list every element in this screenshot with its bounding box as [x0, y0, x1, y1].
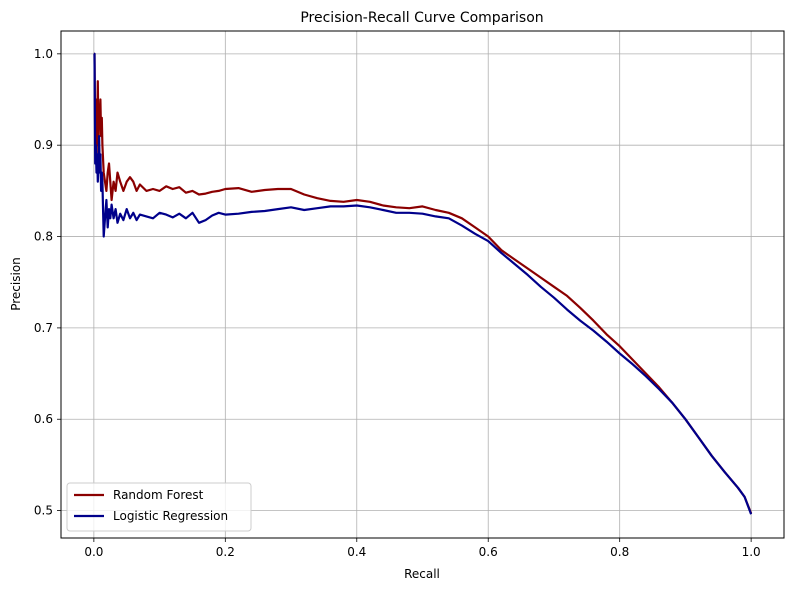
legend-box: [66, 482, 252, 532]
x-tick-label: 0.0: [84, 545, 103, 559]
x-tick-label: 1.0: [742, 545, 761, 559]
series-line-random-forest: [93, 52, 753, 514]
y-tick-label: 0.5: [34, 504, 53, 518]
chart-title: Precision-Recall Curve Comparison: [300, 10, 543, 26]
y-tick-label: 0.7: [34, 321, 53, 335]
y-tick-label: 0.9: [34, 138, 53, 152]
y-tick-label: 1.0: [34, 47, 53, 61]
legend-label-logistic-regression: Logistic Regression: [113, 509, 228, 523]
x-axis-title: Recall: [404, 567, 440, 581]
grid-lines: [61, 31, 784, 538]
x-tick-label: 0.2: [216, 545, 235, 559]
x-tick-label: 0.4: [347, 545, 366, 559]
legend: Random Forest Logistic Regression: [66, 482, 252, 532]
y-tick-label: 0.6: [34, 412, 53, 426]
legend-label-random-forest: Random Forest: [113, 488, 204, 502]
y-axis-title: Precision: [9, 257, 23, 311]
series-line-logistic-regression: [93, 52, 753, 515]
x-axis-ticks: 0.0 0.2 0.4 0.6 0.8 1.0: [84, 538, 761, 559]
x-tick-label: 0.6: [479, 545, 498, 559]
plot-frame: [60, 30, 785, 539]
x-tick-label: 0.8: [610, 545, 629, 559]
series-layer: [93, 52, 753, 515]
y-axis-ticks: 0.5 0.6 0.7 0.8 0.9 1.0: [34, 47, 61, 518]
y-tick-label: 0.8: [34, 230, 53, 244]
